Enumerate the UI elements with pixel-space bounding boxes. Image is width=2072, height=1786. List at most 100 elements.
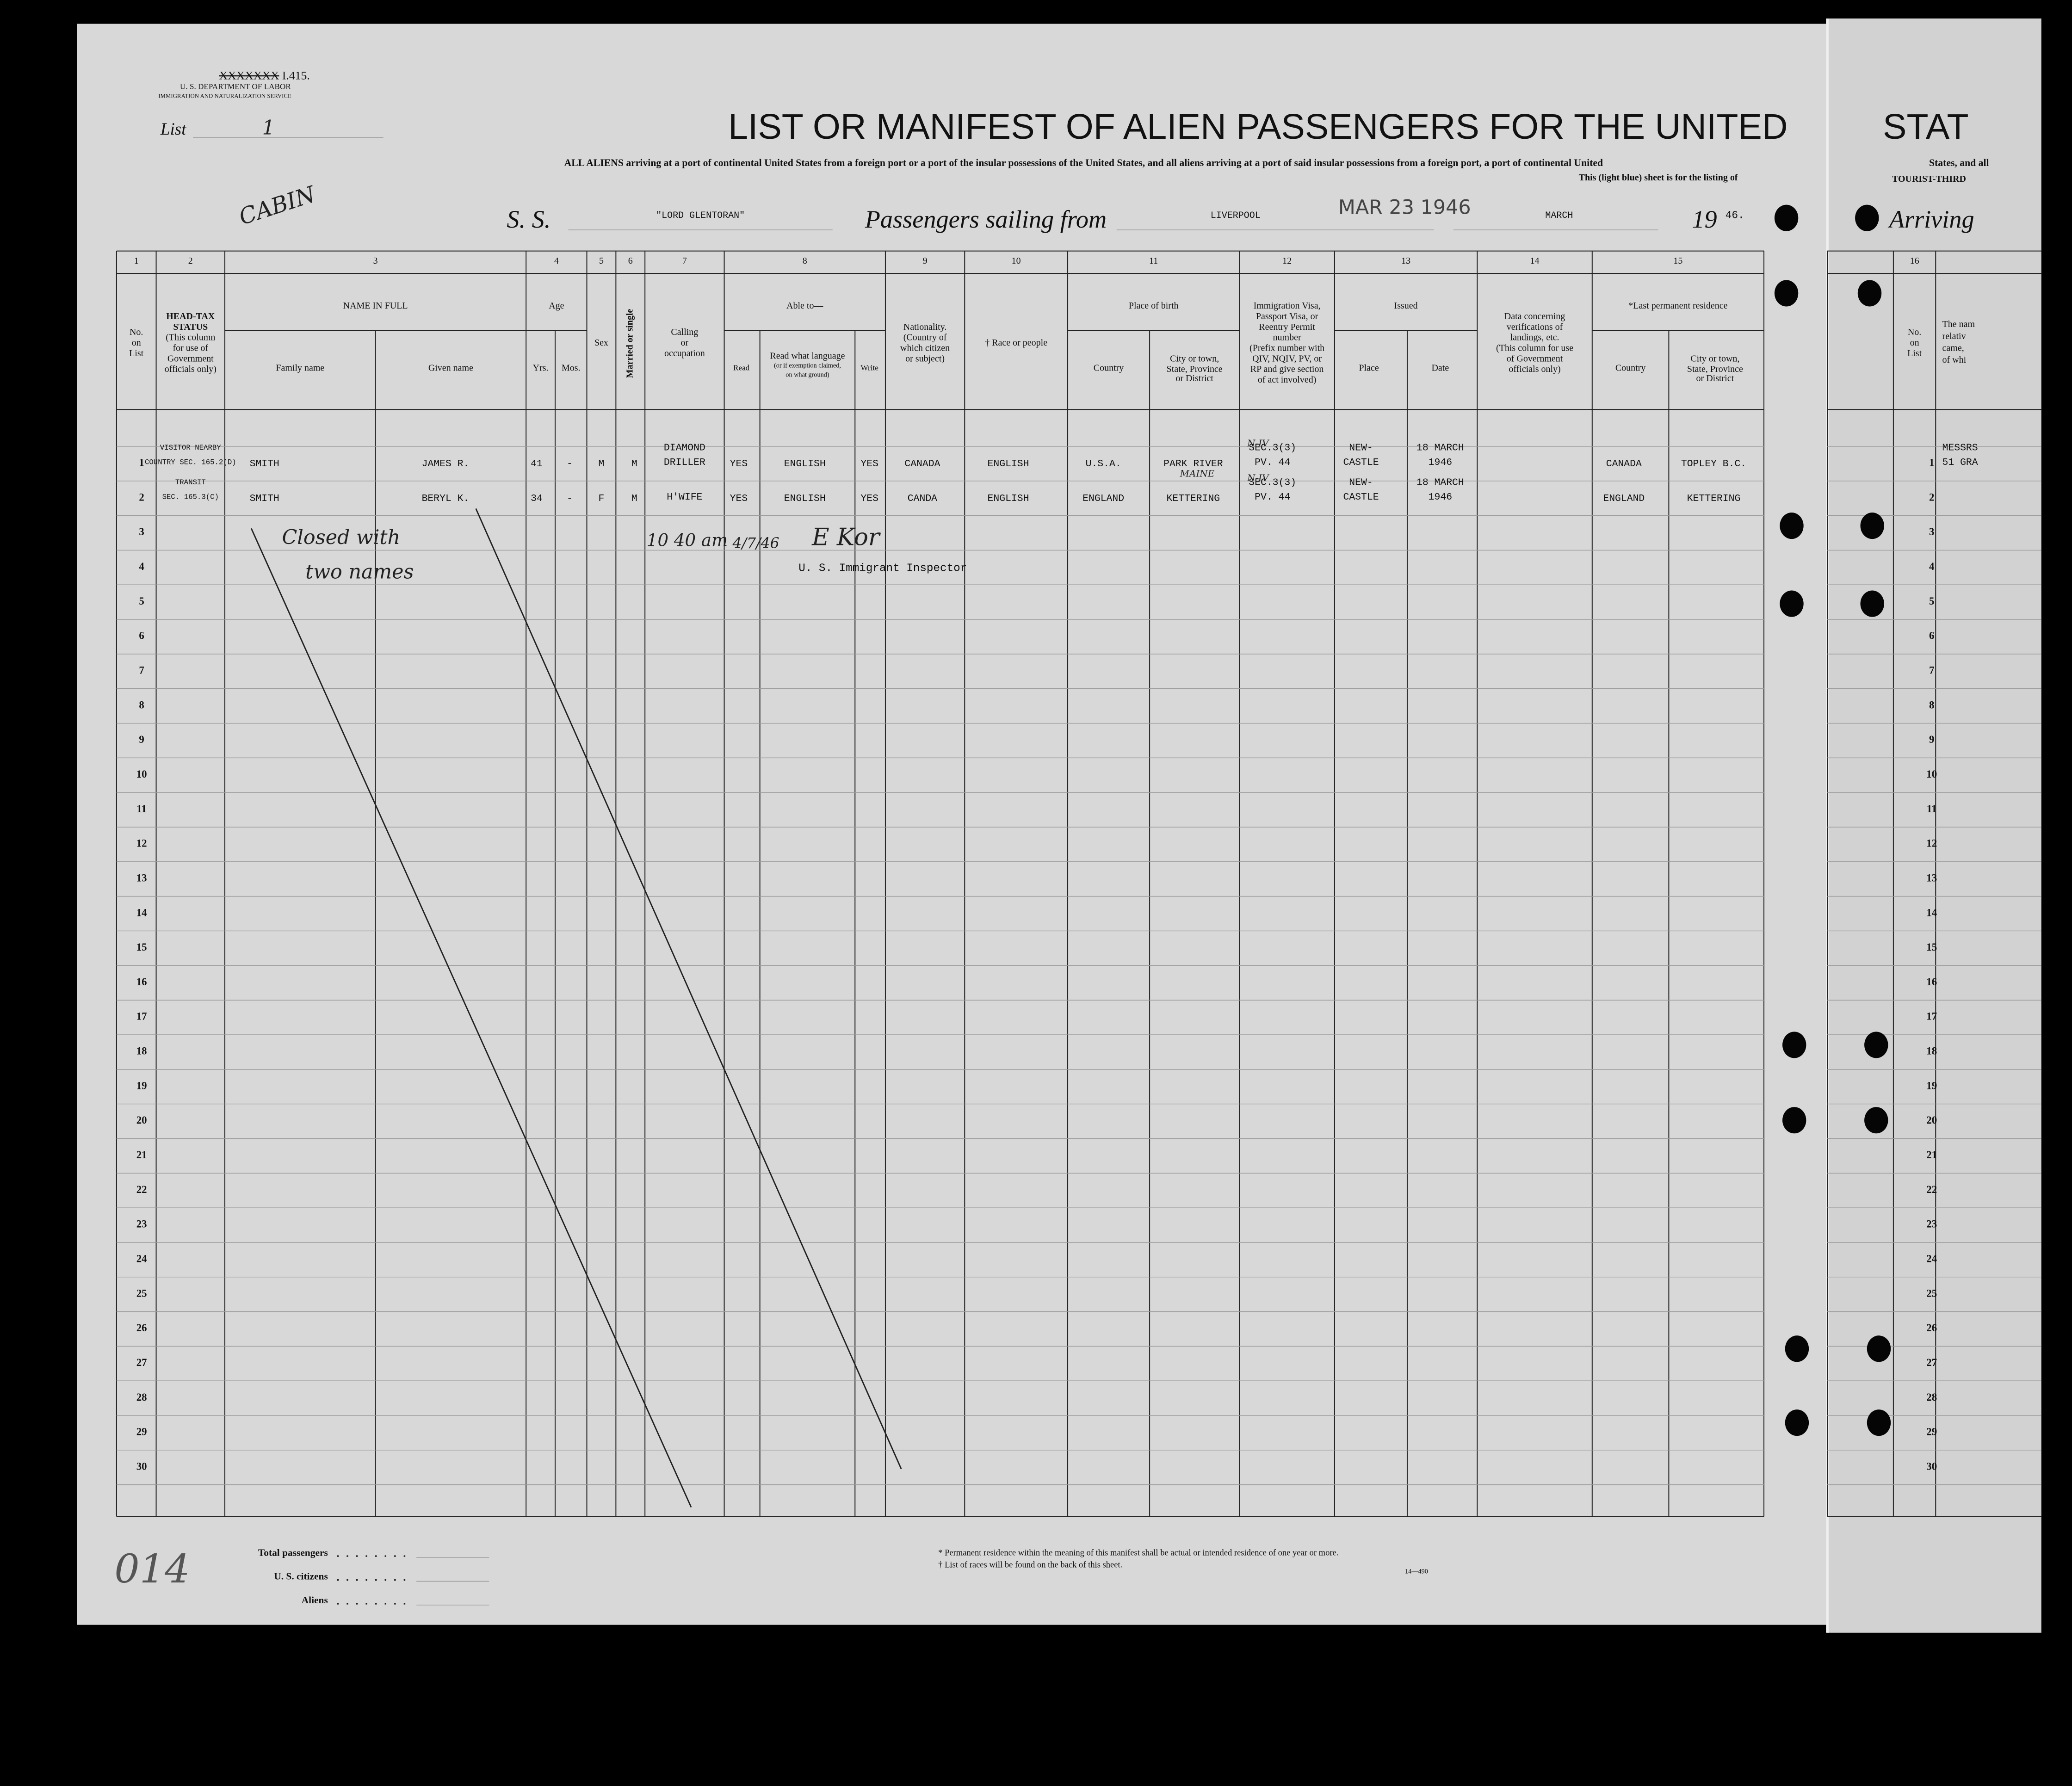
field: MESSRS	[1942, 443, 1978, 454]
row-number: 29	[136, 1426, 147, 1438]
field: CANADA	[904, 458, 940, 470]
column-subheading: Given name	[428, 363, 473, 373]
row-number: 15	[1926, 941, 1937, 953]
field: NEW-	[1349, 443, 1373, 454]
field: ENGLISH	[988, 458, 1029, 470]
row-number: 30	[136, 1460, 147, 1472]
punch-hole	[1864, 1032, 1888, 1058]
row-number: 20	[1926, 1114, 1937, 1126]
column-heading: Able to—	[786, 301, 823, 311]
column-subheading: Read what language	[770, 351, 845, 361]
row-number: 25	[1926, 1287, 1937, 1299]
punch-hole	[1782, 1032, 1806, 1058]
row-number: 9	[139, 734, 144, 745]
row-number: 29	[1926, 1426, 1937, 1438]
row-number: 26	[1926, 1322, 1937, 1334]
strike-line	[475, 508, 902, 1470]
column-heading: Passport Visa, or	[1256, 311, 1318, 321]
row-number: 14	[136, 907, 147, 918]
field: YES	[730, 493, 748, 504]
field: CANADA	[1606, 458, 1642, 470]
closed-note-2: two names	[305, 560, 414, 583]
footer: Total passengers U. S. citizens Aliens * Pe…	[258, 1547, 1428, 1606]
row-number: 10	[136, 768, 147, 780]
column-subheading: State, Province	[1167, 364, 1223, 374]
row-number: 3	[1929, 526, 1934, 538]
column-number: 2	[188, 256, 193, 266]
field: YES	[860, 458, 878, 470]
punch-hole	[1785, 1409, 1809, 1436]
field: 1946	[1429, 492, 1452, 503]
field: U.S.A.	[1086, 458, 1121, 470]
row-number: 22	[1926, 1184, 1937, 1195]
row-number: 24	[1926, 1253, 1937, 1264]
field: H'WIFE	[667, 492, 702, 503]
column-heading: Age	[549, 301, 564, 311]
sheet-number: 014	[114, 1546, 190, 1592]
row-number: 7	[1929, 665, 1934, 676]
field: COUNTRY SEC. 165.2(D)	[145, 458, 236, 467]
row-number: 28	[1926, 1391, 1937, 1403]
ship-label: S. S.	[507, 205, 550, 233]
column-number: 6	[628, 256, 633, 266]
date-note: 4/7/46	[732, 535, 779, 552]
column-heading: for use of	[173, 343, 209, 353]
form-number: XXXXXXX I.415.	[219, 69, 310, 82]
paper	[77, 24, 1834, 1625]
column-heading: (This column for use	[1496, 343, 1573, 353]
row-number: 8	[139, 699, 144, 711]
column-heading: or subject)	[905, 353, 945, 364]
row-number: 19	[1926, 1080, 1937, 1091]
field: M	[631, 458, 637, 470]
field: ENGLISH	[784, 458, 826, 470]
column-subheading: Mos.	[562, 363, 581, 373]
signature: E Kor	[811, 524, 881, 551]
column-subheading: or District	[1696, 373, 1734, 383]
row-number: 21	[1926, 1149, 1937, 1161]
row-number: 4	[1929, 561, 1934, 572]
punch-hole	[1857, 280, 1882, 307]
column-heading: on	[1910, 338, 1919, 348]
column-heading: on	[132, 338, 141, 348]
form-code: 14—490	[1405, 1568, 1428, 1576]
column-heading: (Prefix number with	[1249, 343, 1324, 353]
title-continued: STAT	[1883, 107, 1969, 147]
column-heading: verifications of	[1507, 322, 1563, 332]
notice-continued: States, and all	[1929, 157, 1989, 168]
punch-hole	[1864, 1107, 1888, 1134]
partial-heading: came,	[1942, 343, 1964, 353]
arriving-label: Arriving	[1888, 205, 1974, 233]
inspector: U. S. Immigrant Inspector	[798, 562, 967, 575]
column-heading: List	[129, 348, 144, 358]
year-prefix: 19	[1692, 205, 1717, 233]
column-heading: officials only)	[165, 364, 216, 374]
partial-heading: relativ	[1942, 331, 1966, 341]
service: IMMIGRATION AND NATURALIZATION SERVICE	[158, 93, 291, 99]
row-number: 6	[1929, 630, 1934, 642]
row-number: 27	[1926, 1357, 1937, 1368]
column-number: 14	[1530, 256, 1540, 266]
punch-hole	[1780, 513, 1804, 539]
field: F	[599, 493, 605, 504]
column-number: 4	[554, 256, 559, 266]
list-label: List	[160, 120, 187, 139]
row-number: 24	[136, 1253, 147, 1264]
column-heading: Nationality.	[903, 322, 947, 332]
column-heading: Sex	[594, 338, 608, 348]
column-heading: NAME IN FULL	[343, 301, 408, 311]
column-heading: Married or single	[625, 309, 635, 378]
column-heading: Government	[167, 353, 214, 364]
column-heading: of act involved)	[1258, 375, 1317, 385]
field: SEC.3(3)	[1249, 477, 1296, 488]
field: 34	[531, 493, 543, 504]
handwritten-note: N-IV	[1247, 472, 1270, 483]
field: DRILLER	[664, 457, 705, 468]
row-number: 5	[1929, 595, 1934, 607]
field: ENGLISH	[988, 493, 1029, 504]
footnote: * Permanent residence within the meaning…	[938, 1548, 1338, 1558]
row-number: 19	[136, 1080, 147, 1091]
column-subheading: (or if exemption claimed,	[774, 362, 841, 369]
field: SMITH	[250, 493, 279, 504]
field: -	[567, 493, 573, 504]
